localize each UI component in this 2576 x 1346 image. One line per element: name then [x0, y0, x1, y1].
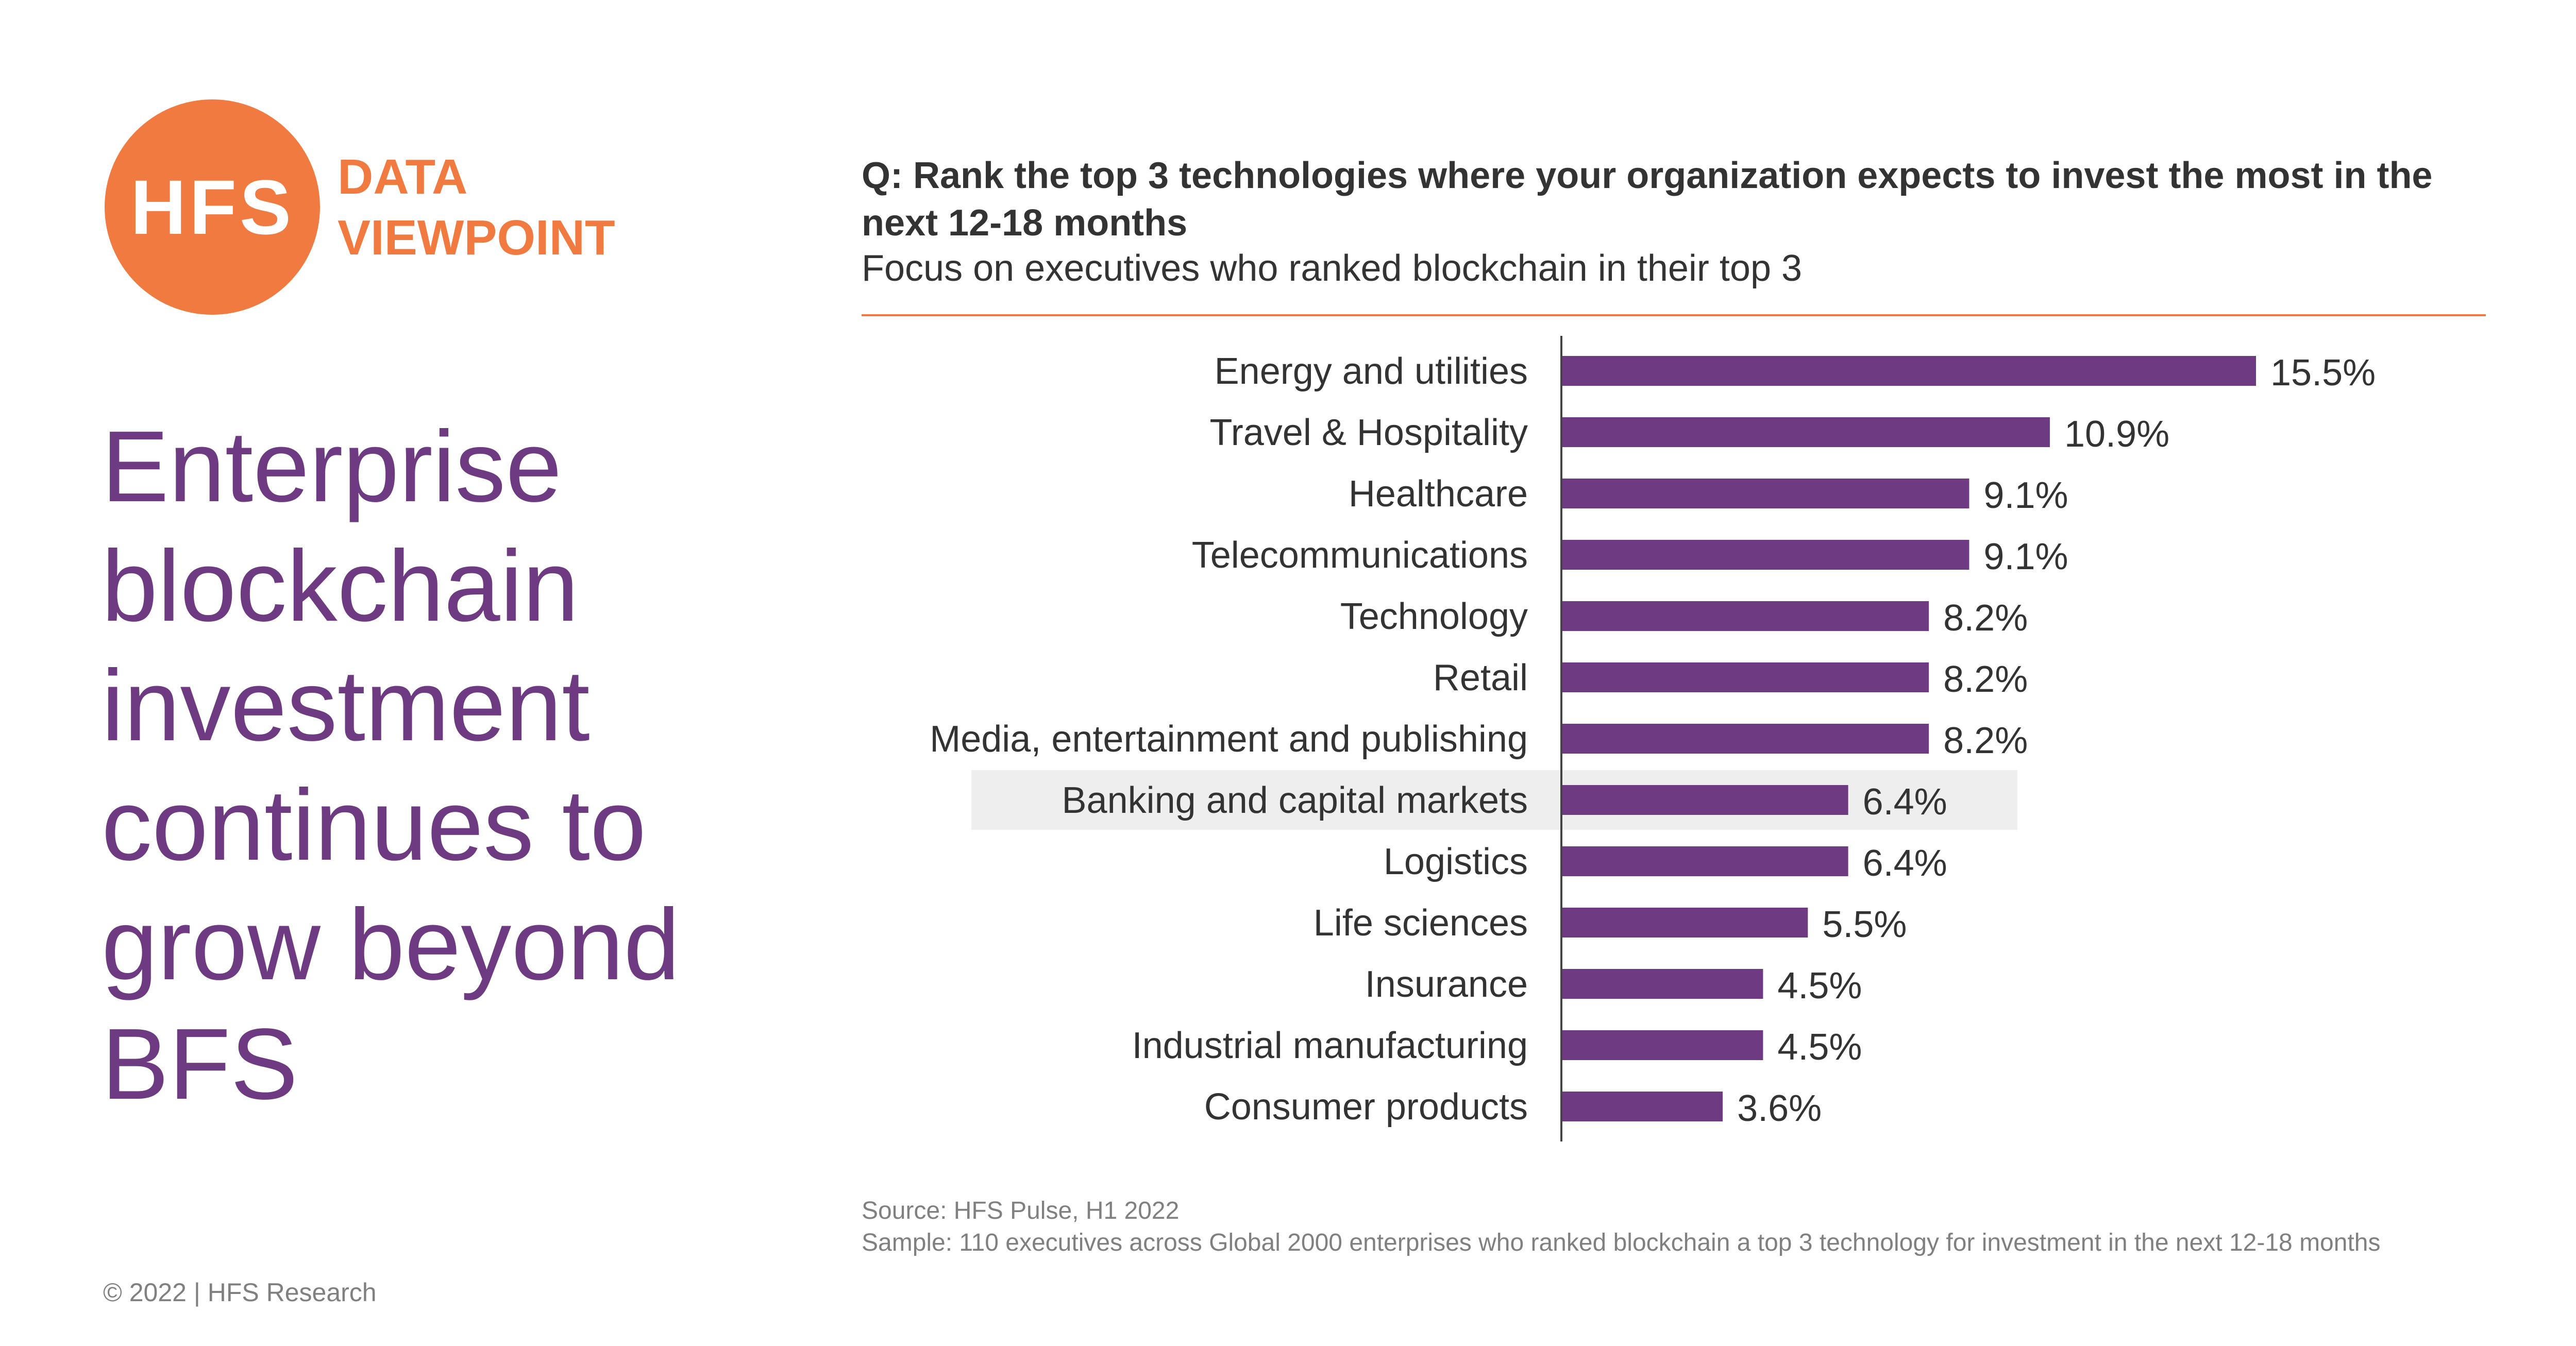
hfs-logo-mark: HFS	[105, 99, 320, 315]
headline: Enterprise blockchain investment continu…	[102, 407, 720, 1124]
value-label: 3.6%	[1737, 1088, 1822, 1129]
chart-question: Q: Rank the top 3 technologies where you…	[862, 155, 2433, 244]
source-note: Source: HFS Pulse, H1 2022 Sample: 110 e…	[862, 1195, 2380, 1259]
headline-line: investment	[102, 649, 590, 762]
category-label: Insurance	[1365, 964, 1528, 1005]
value-label: 4.5%	[1777, 1027, 1862, 1068]
bar	[1561, 1092, 1723, 1121]
logo-line-1: DATA	[338, 149, 468, 205]
bar	[1561, 846, 1848, 876]
category-label: Energy and utilities	[1215, 351, 1528, 392]
chart-subtitle: Focus on executives who ranked blockchai…	[862, 248, 1803, 289]
category-label: Logistics	[1384, 841, 1528, 882]
bar	[1561, 724, 1929, 754]
value-label: 6.4%	[1863, 781, 1947, 823]
category-label: Life sciences	[1314, 902, 1528, 944]
divider-rule	[862, 314, 2486, 316]
category-label: Retail	[1433, 657, 1528, 698]
bar	[1561, 540, 1969, 570]
value-label: 4.5%	[1777, 965, 1862, 1007]
category-label: Telecommunications	[1192, 535, 1528, 576]
data-viewpoint-label: DATA VIEWPOINT	[338, 147, 615, 268]
value-label: 15.5%	[2270, 352, 2376, 394]
sample-line: Sample: 110 executives across Global 200…	[862, 1229, 2381, 1256]
bar	[1561, 969, 1763, 999]
source-line: Source: HFS Pulse, H1 2022	[862, 1197, 1180, 1224]
headline-line: Enterprise	[102, 410, 562, 523]
value-label: 5.5%	[1822, 904, 1907, 945]
copyright: © 2022 | HFS Research	[103, 1278, 377, 1307]
headline-line: BFS	[102, 1008, 298, 1120]
value-label: 8.2%	[1943, 598, 2028, 639]
bar	[1561, 417, 2050, 447]
logo-line-2: VIEWPOINT	[338, 210, 615, 265]
value-label: 10.9%	[2064, 414, 2169, 455]
value-label: 8.2%	[1943, 720, 2028, 761]
category-label: Healthcare	[1349, 473, 1528, 515]
value-label: 6.4%	[1863, 843, 1947, 884]
value-label: 9.1%	[1983, 475, 2068, 516]
bar	[1561, 601, 1929, 631]
bar	[1561, 1030, 1763, 1060]
value-label: 9.1%	[1983, 536, 2068, 577]
bar	[1561, 908, 1808, 938]
headline-line: grow beyond	[102, 888, 680, 1001]
category-label: Media, entertainment and publishing	[930, 719, 1528, 760]
bar	[1561, 785, 1848, 815]
bar	[1561, 662, 1929, 692]
category-label: Consumer products	[1204, 1086, 1528, 1128]
headline-line: blockchain	[102, 530, 579, 642]
bar	[1561, 479, 1969, 508]
category-label: Travel & Hospitality	[1209, 412, 1528, 453]
category-label: Industrial manufacturing	[1132, 1025, 1528, 1066]
category-label: Technology	[1340, 596, 1528, 637]
headline-line: continues to	[102, 769, 646, 881]
value-label: 8.2%	[1943, 659, 2028, 700]
bar	[1561, 356, 2256, 386]
category-label: Banking and capital markets	[1062, 780, 1528, 821]
